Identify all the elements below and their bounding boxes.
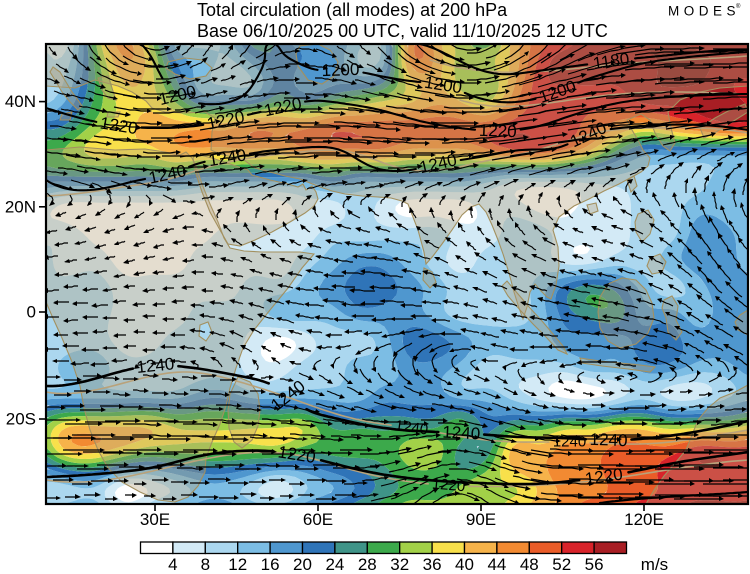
svg-text:40N: 40N: [5, 92, 36, 111]
svg-text:20S: 20S: [6, 410, 36, 429]
svg-text:30E: 30E: [140, 510, 170, 529]
svg-text:1200: 1200: [321, 60, 359, 80]
svg-text:120E: 120E: [624, 510, 664, 529]
svg-text:28: 28: [358, 555, 377, 574]
svg-text:44: 44: [487, 555, 506, 574]
svg-text:52: 52: [552, 555, 571, 574]
svg-text:MODES: MODES: [668, 4, 740, 19]
svg-text:Total circulation (all modes): Total circulation (all modes) at 200 hPa: [197, 0, 508, 20]
svg-text:4: 4: [168, 555, 177, 574]
svg-text:1240: 1240: [442, 423, 481, 444]
svg-text:8: 8: [201, 555, 210, 574]
svg-text:12: 12: [228, 555, 247, 574]
svg-text:20: 20: [293, 555, 312, 574]
svg-text:1240: 1240: [589, 430, 627, 450]
svg-text:90E: 90E: [466, 510, 496, 529]
svg-text:40: 40: [455, 555, 474, 574]
svg-text:48: 48: [520, 555, 539, 574]
svg-text:0: 0: [27, 303, 36, 322]
svg-text:32: 32: [390, 555, 409, 574]
svg-text:56: 56: [585, 555, 604, 574]
svg-text:36: 36: [423, 555, 442, 574]
svg-text:®: ®: [736, 3, 741, 10]
svg-text:60E: 60E: [303, 510, 333, 529]
svg-text:20N: 20N: [5, 197, 36, 216]
svg-text:m/s: m/s: [641, 555, 668, 574]
svg-text:Base 06/10/2025 00 UTC, valid: Base 06/10/2025 00 UTC, valid 11/10/2025…: [197, 21, 608, 41]
svg-text:1240: 1240: [136, 354, 176, 377]
svg-text:24: 24: [325, 555, 344, 574]
svg-text:16: 16: [261, 555, 280, 574]
